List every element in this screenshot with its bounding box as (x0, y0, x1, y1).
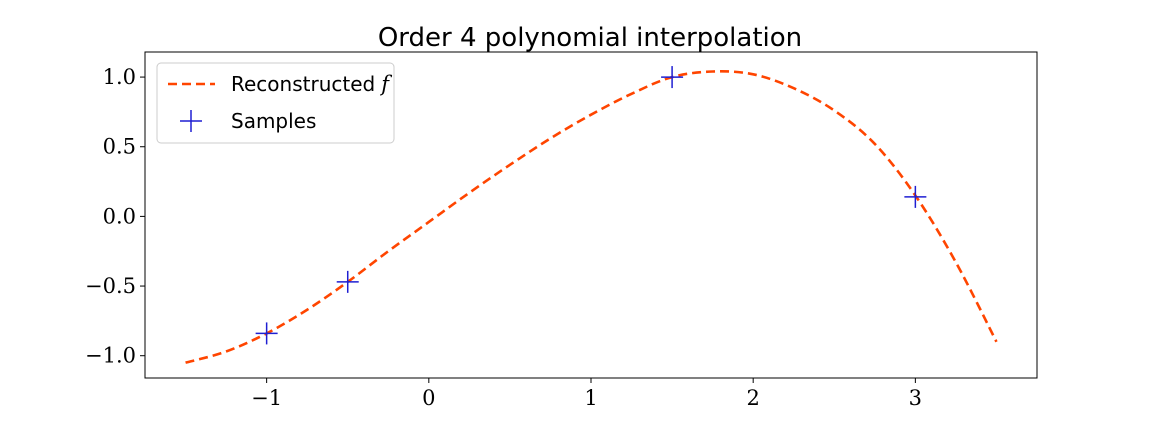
sample-point-marker (255, 322, 278, 345)
y-tick-label: 0.5 (103, 135, 136, 159)
y-tick-label: 1.0 (103, 65, 136, 89)
y-axis: −1.0 −0.5 0.0 0.5 1.0 (85, 65, 145, 368)
reconstructed-f-line (185, 70, 998, 364)
x-tick-label: −1 (251, 386, 282, 410)
x-tick-label: 0 (422, 386, 435, 410)
chart-title: Order 4 polynomial interpolation (378, 23, 802, 53)
sample-point-marker (661, 66, 684, 89)
legend: Reconstructed f Samples (156, 62, 395, 144)
legend-box (156, 62, 395, 144)
y-tick-label: −0.5 (85, 274, 136, 298)
legend-label-f-symbol: f (379, 72, 392, 96)
legend-swatch-samples (180, 110, 202, 132)
sample-point-marker (336, 270, 359, 293)
x-axis: −1 0 1 2 3 (251, 378, 922, 410)
legend-label-reconstructed: Reconstructed f (231, 72, 392, 96)
plot-area: −1 0 1 2 3 −1.0 −0.5 0.0 0.5 1.0 (85, 51, 1038, 410)
samples-markers (255, 66, 927, 345)
y-tick-label: −1.0 (85, 344, 136, 368)
sample-point-marker (904, 185, 927, 208)
legend-label-reconstructed-text: Reconstructed (231, 72, 375, 96)
x-tick-label: 2 (746, 386, 759, 410)
x-tick-label: 3 (909, 386, 922, 410)
x-tick-label: 1 (584, 386, 597, 410)
legend-label-samples: Samples (231, 109, 316, 133)
y-tick-label: 0.0 (103, 204, 136, 228)
